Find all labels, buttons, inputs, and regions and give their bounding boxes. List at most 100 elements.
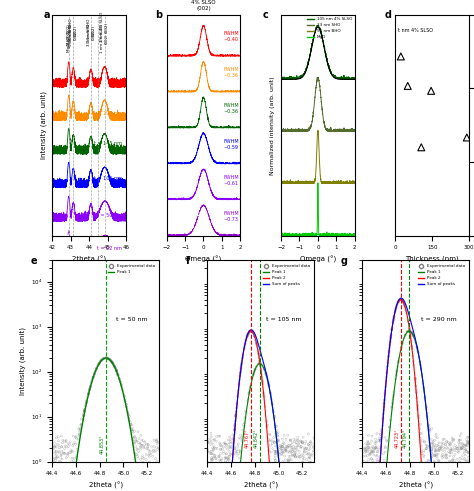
Text: FWHM
~0.36: FWHM ~0.36 <box>224 67 239 78</box>
Point <box>420 448 428 456</box>
Point <box>456 440 463 448</box>
Text: 44.842°: 44.842° <box>254 428 258 448</box>
Point <box>294 434 301 441</box>
Point <box>300 446 308 454</box>
Point <box>89 375 96 382</box>
Point <box>367 448 375 456</box>
Point <box>453 445 461 453</box>
Point <box>278 449 285 457</box>
Point <box>437 468 445 476</box>
Point <box>73 433 80 440</box>
Point <box>282 472 289 480</box>
Point <box>433 452 441 460</box>
Text: c: c <box>263 10 268 20</box>
Point <box>142 451 150 459</box>
Point <box>300 457 307 464</box>
Text: d: d <box>384 10 392 20</box>
Point <box>237 364 245 372</box>
Point <box>290 436 298 443</box>
Point <box>380 400 388 408</box>
Point <box>280 439 287 447</box>
Point <box>229 435 237 442</box>
Point <box>443 487 450 491</box>
Point <box>111 363 118 371</box>
Point <box>68 458 76 465</box>
Point <box>457 445 465 453</box>
Point <box>110 362 118 370</box>
Point <box>465 484 473 491</box>
Point <box>376 443 383 451</box>
Point <box>385 423 393 431</box>
Point <box>388 405 396 412</box>
Point <box>413 394 420 402</box>
Point <box>245 329 252 337</box>
Point <box>95 360 102 368</box>
Point <box>395 355 403 362</box>
Point <box>274 466 282 474</box>
Point <box>64 452 72 460</box>
Point <box>276 472 283 480</box>
Point <box>228 475 236 483</box>
Point <box>221 454 229 462</box>
Point <box>227 467 234 475</box>
Point <box>224 455 232 463</box>
Point <box>256 359 264 367</box>
Point <box>99 355 107 363</box>
Point <box>264 376 272 383</box>
Point <box>397 53 405 60</box>
Point <box>266 431 274 439</box>
Point <box>272 442 279 450</box>
Point <box>379 414 387 422</box>
Point <box>233 408 240 415</box>
Point <box>423 409 431 417</box>
Point <box>226 436 234 444</box>
Point <box>51 442 59 450</box>
Point <box>55 465 62 473</box>
Point <box>361 489 369 491</box>
Point <box>401 330 409 338</box>
Point <box>299 437 306 445</box>
Point <box>140 444 147 452</box>
Point <box>397 344 405 352</box>
Point <box>80 408 88 415</box>
Point <box>282 456 289 464</box>
Point <box>237 448 244 456</box>
Point <box>459 466 466 474</box>
Point <box>456 432 464 440</box>
Point <box>428 446 435 454</box>
Point <box>104 355 112 362</box>
Point <box>463 442 471 450</box>
Point <box>463 448 470 456</box>
Point <box>267 441 274 449</box>
Point <box>392 306 399 314</box>
Point <box>271 457 279 464</box>
Point <box>128 421 136 429</box>
Point <box>97 357 105 365</box>
Point <box>255 359 263 367</box>
Point <box>309 440 316 448</box>
Point <box>215 478 222 486</box>
Point <box>270 434 277 441</box>
Point <box>114 371 122 379</box>
Point <box>256 359 264 367</box>
Point <box>235 446 242 454</box>
Point <box>435 447 443 455</box>
Point <box>464 433 471 441</box>
Point <box>251 332 258 340</box>
Point <box>90 373 97 381</box>
Point <box>374 463 382 470</box>
Point <box>265 382 273 390</box>
Point <box>449 436 456 444</box>
Point <box>55 458 63 465</box>
Point <box>207 440 214 448</box>
Text: 44.767°: 44.767° <box>245 428 250 448</box>
Point <box>137 443 145 451</box>
Point <box>76 430 83 438</box>
Point <box>431 451 439 459</box>
Point <box>210 454 217 462</box>
Point <box>140 455 147 463</box>
Point <box>408 328 415 336</box>
Point <box>271 438 278 446</box>
Point <box>279 457 287 465</box>
Point <box>397 296 404 303</box>
